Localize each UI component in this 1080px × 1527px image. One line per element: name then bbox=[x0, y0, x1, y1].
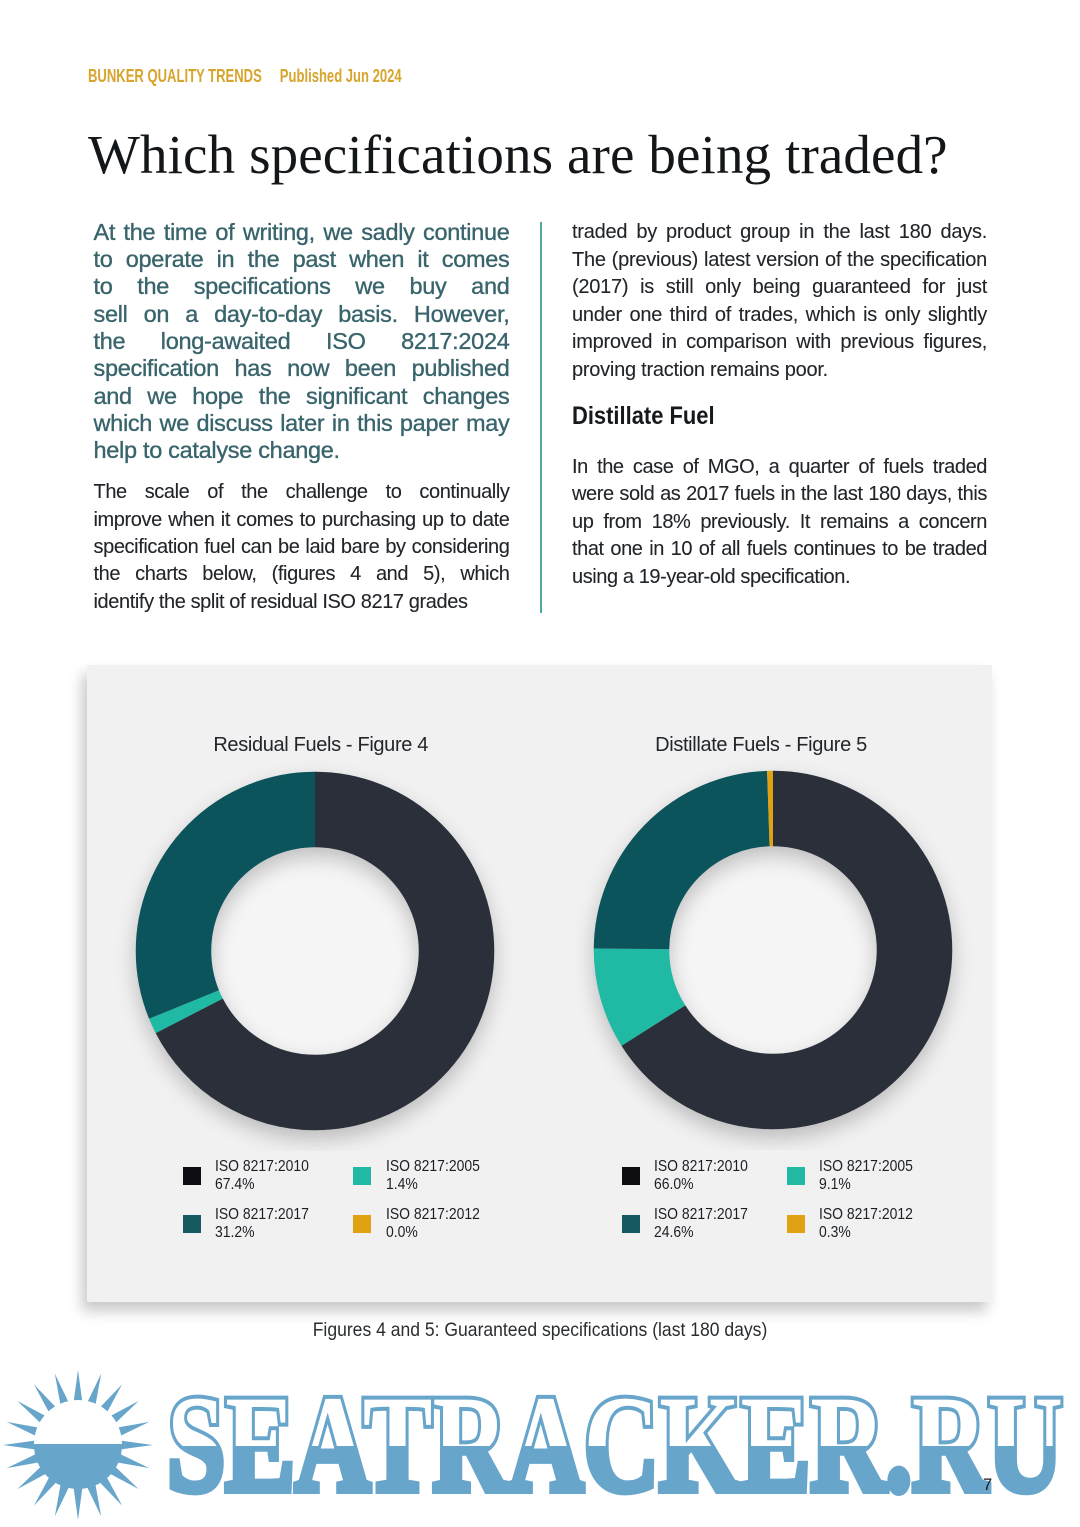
svg-text:7: 7 bbox=[983, 1476, 992, 1494]
svg-text:SEATRACKER.RU: SEATRACKER.RU bbox=[167, 1367, 1063, 1520]
